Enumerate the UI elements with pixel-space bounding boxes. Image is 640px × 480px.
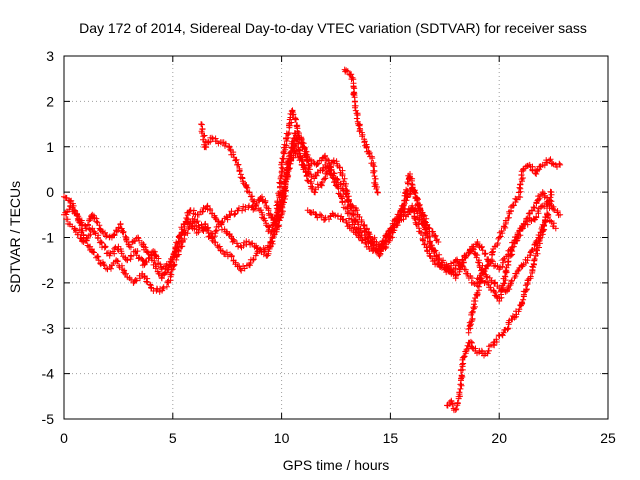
- y-axis-label: SDTVAR / TECUs: [7, 181, 23, 293]
- series-markers: [63, 107, 555, 304]
- y-tick-label: 1: [46, 139, 54, 155]
- data-series: [61, 66, 564, 414]
- y-tick-label: -5: [42, 411, 55, 427]
- series-markers: [341, 66, 381, 196]
- y-tick-label: 3: [46, 48, 54, 64]
- x-axis-label: GPS time / hours: [283, 457, 390, 473]
- y-tick-label: 2: [46, 93, 54, 109]
- series-markers: [465, 156, 564, 336]
- series-markers: [198, 121, 313, 228]
- grid-lines: [64, 56, 608, 419]
- series-track-h: [465, 156, 564, 336]
- x-tick-label: 10: [274, 430, 290, 446]
- axis-ticks: [63, 55, 609, 420]
- x-tick-label: 25: [600, 430, 616, 446]
- y-tick-label: 0: [46, 184, 54, 200]
- y-tick-label: -2: [42, 275, 55, 291]
- y-tick-labels: -5 -4 -3 -2 -1 0 1 2 3: [42, 48, 55, 427]
- x-tick-label: 0: [60, 430, 68, 446]
- x-tick-label: 15: [383, 430, 399, 446]
- x-tick-label: 20: [491, 430, 507, 446]
- series-markers: [304, 184, 442, 255]
- y-tick-label: -4: [42, 366, 55, 382]
- x-tick-labels: 0 5 10 15 20 25: [60, 430, 616, 446]
- series-track-e: [341, 66, 381, 196]
- chart-title: Day 172 of 2014, Sidereal Day-to-day VTE…: [79, 20, 587, 36]
- series-track-g: [444, 188, 555, 414]
- series-track-d: [198, 121, 313, 228]
- series-markers: [444, 188, 555, 414]
- x-tick-label: 5: [169, 430, 177, 446]
- y-tick-label: -1: [42, 230, 55, 246]
- series-track-c: [63, 107, 555, 304]
- series-track-f: [304, 184, 442, 255]
- y-tick-label: -3: [42, 320, 55, 336]
